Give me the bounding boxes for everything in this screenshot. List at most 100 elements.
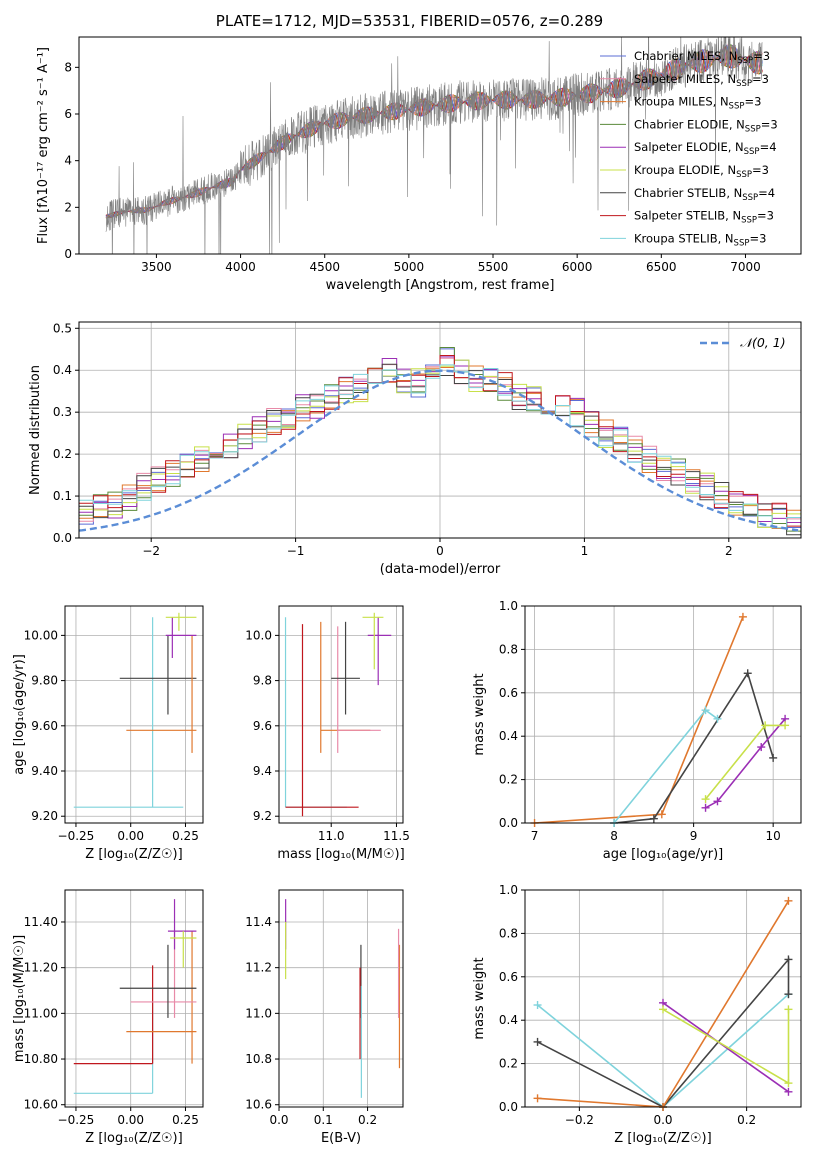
- y-tick-label: 11.2: [245, 961, 272, 975]
- x-tick-label: 11.5: [383, 829, 410, 843]
- figure-title: PLATE=1712, MJD=53531, FIBERID=0576, z=0…: [215, 12, 604, 30]
- axes-frame: [278, 605, 404, 824]
- y-tick-label: 0.6: [499, 686, 518, 700]
- x-tick-label: 0.00: [117, 1113, 144, 1127]
- marker-chabrier_stelib: [743, 669, 752, 678]
- y-tick-label: 4: [64, 154, 72, 168]
- y-axis-label: Normed distribution: [28, 365, 43, 495]
- y-tick-label: 0.4: [499, 729, 518, 743]
- panel-massweight_vs_age: 7 8 9 10 0.0 0.2 0.4 0.6 0.8 1.0 age [log₁₀(age/yr…: [472, 599, 802, 862]
- data-spectrum-line: [105, 37, 763, 254]
- marker-kroupa_elodie: [781, 721, 790, 730]
- series-line-chabrier_stelib: [614, 671, 774, 823]
- marker-kroupa_miles: [533, 1094, 542, 1103]
- y-tick-label: 1.0: [499, 883, 518, 897]
- y-tick-label: 0.0: [499, 816, 518, 830]
- marker-salpeter_elodie: [757, 743, 766, 752]
- marker-chabrier_stelib: [784, 990, 793, 999]
- point-chabrier_stelib: [119, 944, 197, 1018]
- x-axis-label: (data-model)/error: [380, 562, 501, 577]
- y-tick-label: 8: [64, 60, 72, 74]
- series-line-salpeter_elodie: [662, 1002, 789, 1093]
- y-tick-label: 1.0: [499, 599, 518, 613]
- spectrum-legend: Chabrier MILES, NSSP=3 Salpeter MILES, NS…: [600, 49, 778, 248]
- x-tick-label: 0.0: [269, 1113, 288, 1127]
- legend-label: 𝒩(0, 1): [740, 335, 786, 350]
- legend-label: Kroupa STELIB, NSSP=3: [634, 231, 766, 248]
- marker-kroupa_miles: [657, 810, 666, 819]
- point-chabrier_stelib: [119, 635, 197, 715]
- y-axis-label: Flux [fλ10⁻¹⁷ erg cm⁻² s⁻¹ A⁻¹]: [36, 47, 51, 244]
- marker-kroupa_elodie: [701, 795, 710, 804]
- axes-frame: [64, 889, 204, 1108]
- point-salpeter_stelib: [73, 965, 154, 1065]
- x-tick-label: 0.25: [172, 1113, 199, 1127]
- x-tick-label: 6000: [562, 260, 593, 274]
- x-tick-label: 6500: [646, 260, 677, 274]
- legend-label: Chabrier ELODIE, NSSP=3: [634, 117, 778, 134]
- x-axis-label: wavelength [Angstrom, rest frame]: [326, 278, 555, 293]
- y-tick-label: 10.80: [24, 1052, 58, 1066]
- y-axis-label: mass [log₁₀(M/M☉)]: [12, 935, 27, 1062]
- y-tick-label: 0.3: [53, 405, 72, 419]
- x-axis-label: Z [log₁₀(Z/Z☉)]: [614, 1131, 711, 1146]
- y-tick-label: 10.00: [24, 628, 58, 642]
- marker-kroupa_elodie: [761, 721, 770, 730]
- histogram-kroupa_stelib: [79, 364, 801, 534]
- panel-residuals: −2 −1 0 1 2 0.0 0.1 0.2 0.3 0.4 0.5 (data-model)/er…: [28, 321, 802, 577]
- legend-label: Kroupa MILES, NSSP=3: [634, 95, 761, 112]
- x-tick-label: 8: [610, 829, 618, 843]
- x-tick-label: −0.25: [58, 1113, 95, 1127]
- axes-frame: [78, 321, 802, 539]
- x-tick-label: −0.25: [58, 829, 95, 843]
- x-axis-label: E(B-V): [321, 1131, 361, 1146]
- marker-kroupa_stelib: [713, 714, 722, 723]
- y-tick-label: 0.2: [53, 447, 72, 461]
- point-kroupa_miles: [126, 931, 197, 1064]
- series-line-kroupa_miles: [537, 900, 790, 1107]
- legend-label: Kroupa ELODIE, NSSP=3: [634, 163, 769, 180]
- point-kroupa_stelib: [73, 1001, 154, 1094]
- x-tick-label: 5500: [478, 260, 509, 274]
- x-tick-label: 7000: [730, 260, 761, 274]
- x-tick-label: 3500: [141, 260, 172, 274]
- marker-kroupa_miles: [784, 896, 793, 905]
- y-tick-label: 11.0: [245, 1006, 272, 1020]
- x-axis-label: age [log₁₀(age/yr)]: [603, 847, 724, 862]
- x-tick-label: 0: [436, 544, 444, 558]
- legend-label: Salpeter MILES, NSSP=3: [634, 72, 769, 89]
- panel-massweight_vs_Z: −0.2 0.0 0.2 0.0 0.2 0.4 0.6 0.8 1.0 Z [log₁₀(Z/Z…: [472, 883, 802, 1146]
- y-tick-label: 0.4: [53, 363, 72, 377]
- y-tick-label: 9.40: [31, 764, 58, 778]
- point-salpeter_miles: [130, 931, 197, 1018]
- y-tick-label: 0.1: [53, 489, 72, 503]
- y-tick-label: 9.80: [31, 674, 58, 688]
- point-salpeter_elodie: [367, 617, 392, 686]
- marker-kroupa_elodie: [784, 1005, 793, 1014]
- panel-age_vs_mass: 11.0 11.5 9.2 9.4 9.6 9.8 10.0 mass [log₁₀(M/M☉…: [245, 605, 410, 862]
- x-tick-label: 0.25: [172, 829, 199, 843]
- panel-mass_vs_ebv: 0.0 0.1 0.2 10.6 10.8 11.0 11.2 11.4 E(B-V): [245, 889, 404, 1146]
- y-tick-label: 9.6: [253, 719, 272, 733]
- y-tick-label: 11.00: [24, 1006, 58, 1020]
- point-kroupa_stelib: [73, 617, 184, 808]
- point-salpeter_elodie: [165, 617, 197, 658]
- series-line-chabrier_stelib: [537, 957, 790, 1107]
- y-tick-label: 0.8: [499, 926, 518, 940]
- marker-kroupa_stelib: [533, 1001, 542, 1010]
- x-tick-label: 10: [766, 829, 781, 843]
- y-tick-label: 0: [64, 247, 72, 261]
- y-axis-label: age [log₁₀(age/yr)]: [12, 654, 27, 775]
- gaussian-curve: [79, 369, 799, 532]
- x-tick-label: 7: [531, 829, 539, 843]
- point-kroupa_miles: [126, 635, 197, 753]
- point-salpeter_elodie: [167, 899, 197, 950]
- y-tick-label: 0.4: [499, 1013, 518, 1027]
- axes-frame: [278, 889, 404, 1108]
- x-axis-label: mass [log₁₀(M/M☉)]: [277, 847, 404, 862]
- x-tick-label: 0.2: [737, 1113, 756, 1127]
- point-kroupa_elodie: [165, 612, 197, 631]
- x-tick-label: 4000: [225, 260, 256, 274]
- marker-salpeter_elodie: [713, 797, 722, 806]
